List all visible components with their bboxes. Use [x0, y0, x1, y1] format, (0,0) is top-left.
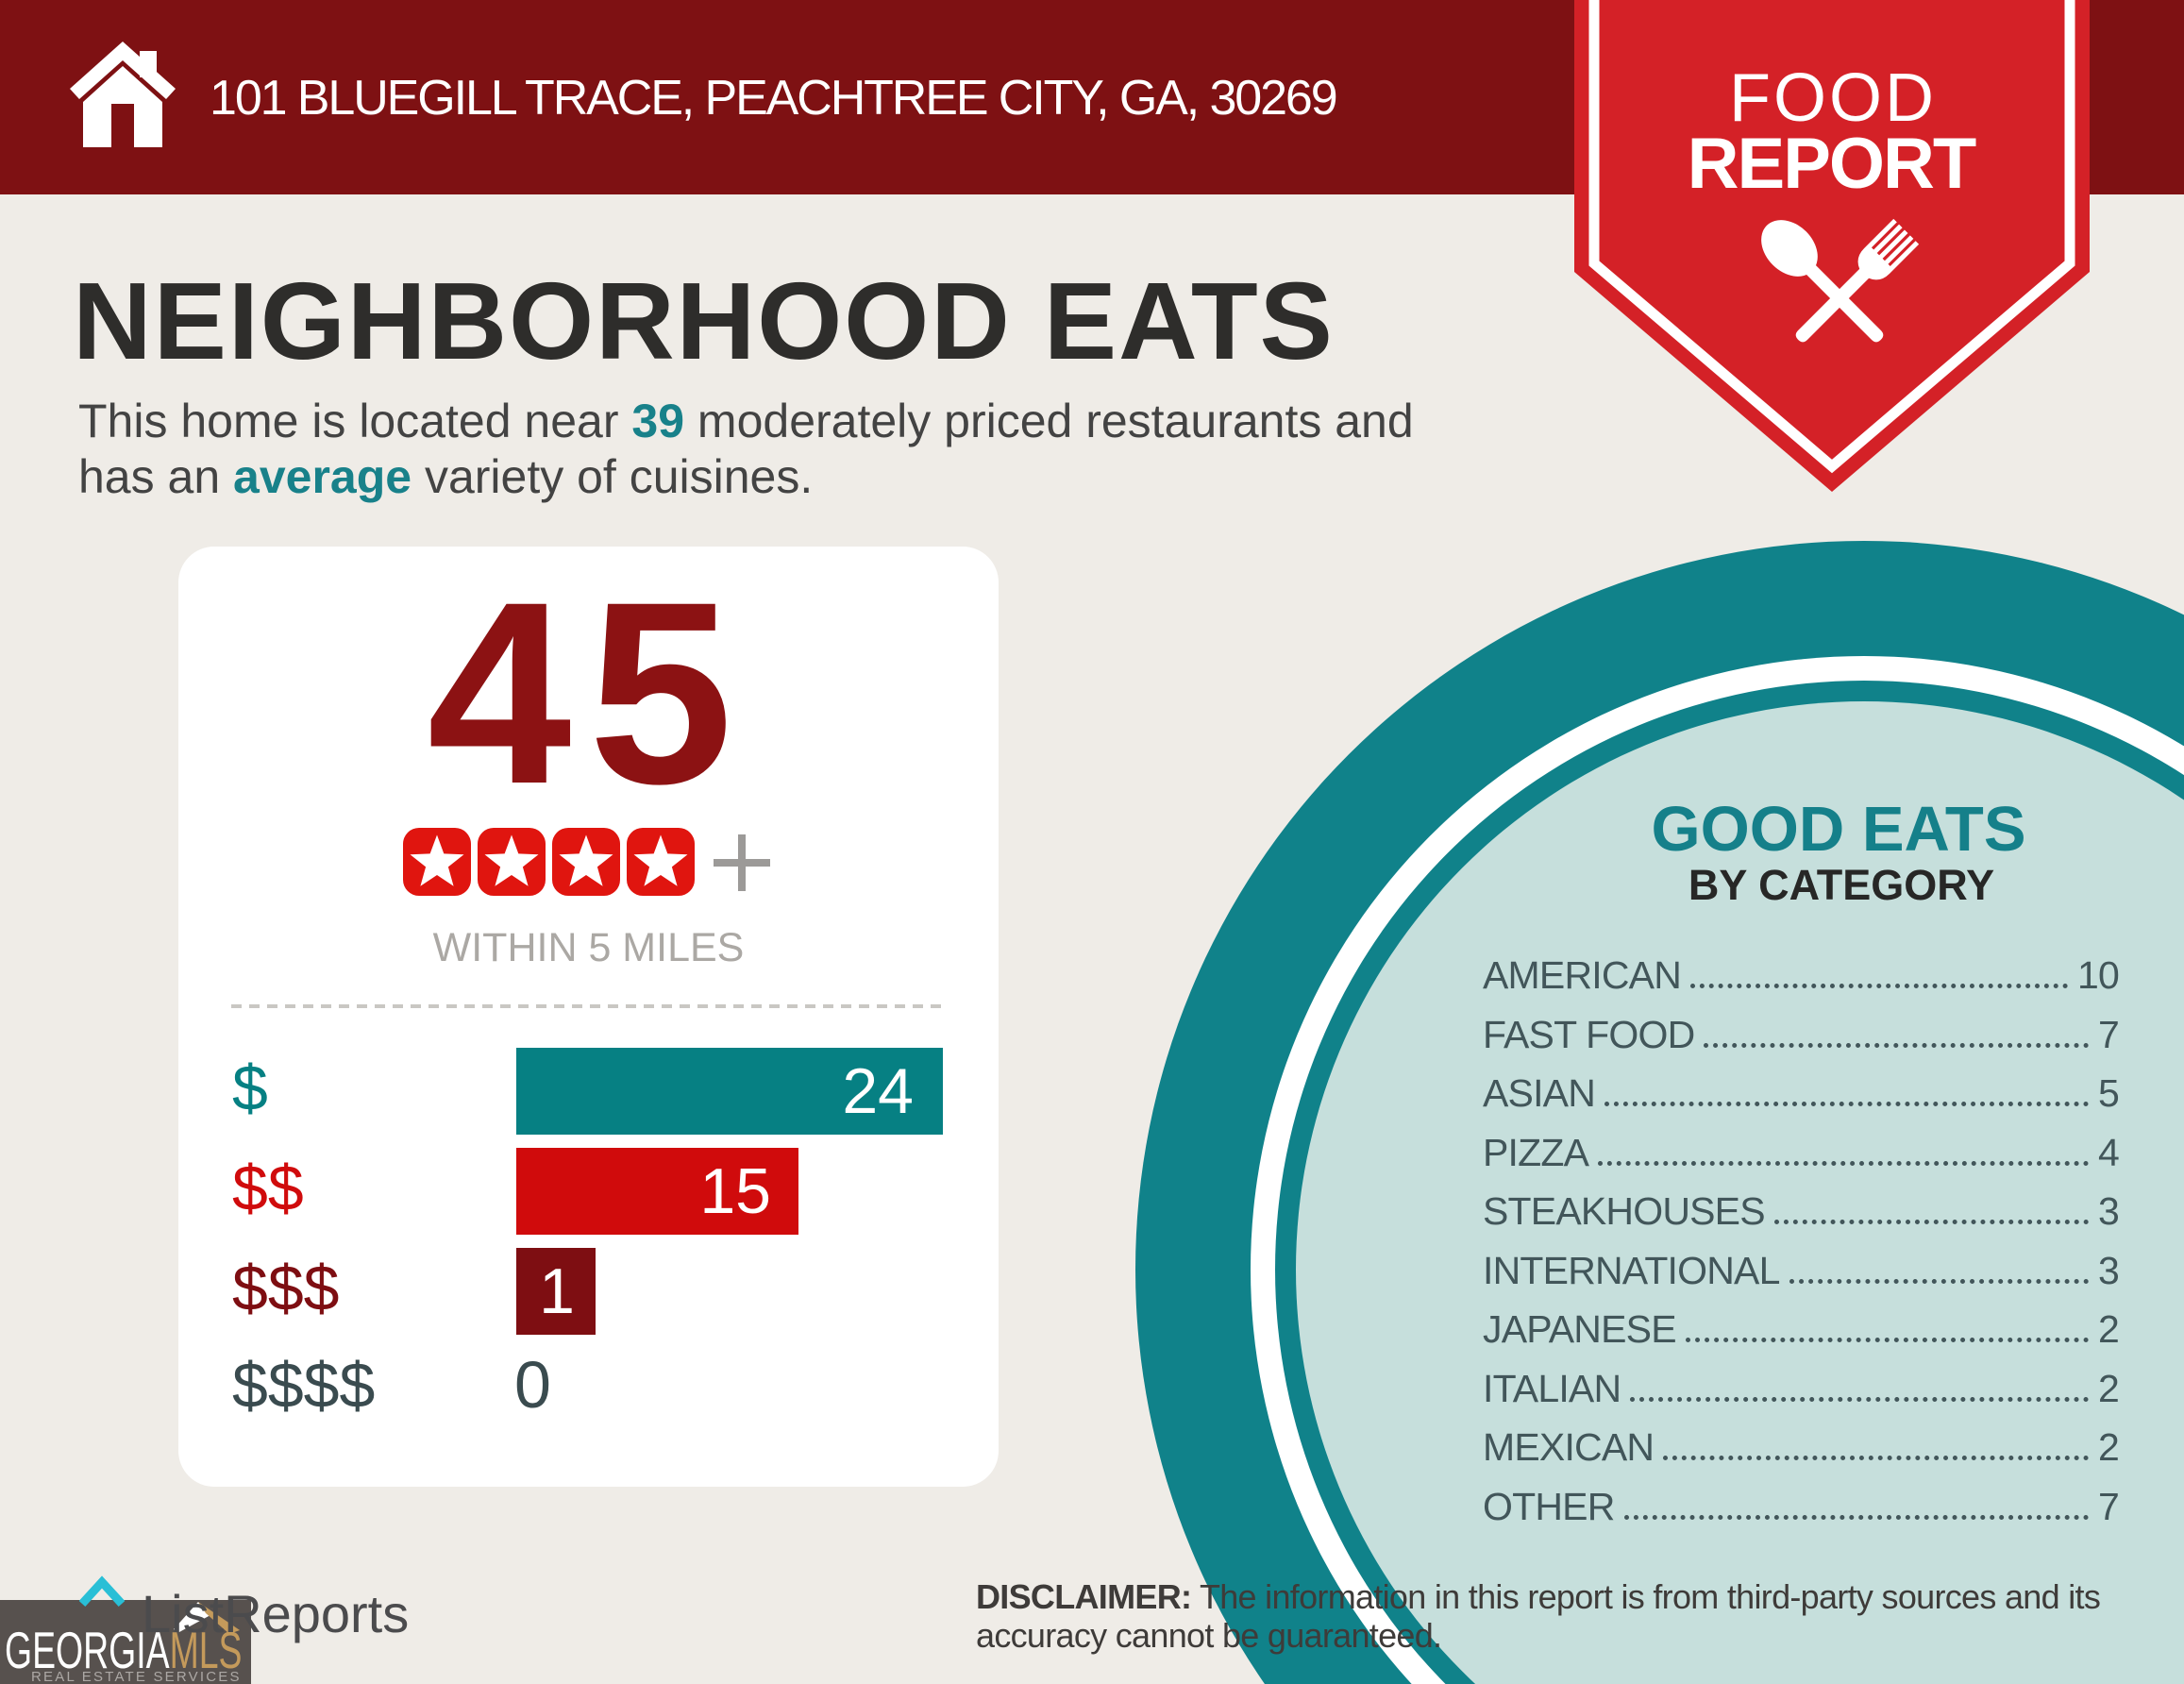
svg-text:REPORT: REPORT: [1688, 124, 1976, 204]
svg-text:FOOD: FOOD: [1729, 60, 1937, 136]
